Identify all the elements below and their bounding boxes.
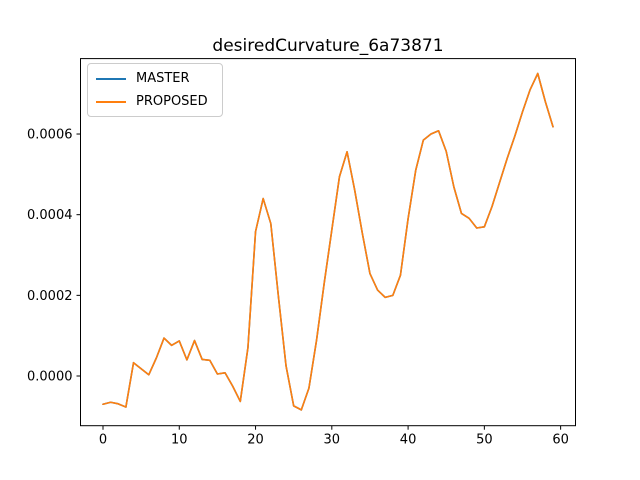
legend-label: PROPOSED — [136, 94, 208, 109]
x-tick-label: 10 — [171, 433, 188, 448]
x-tick-label: 40 — [400, 433, 417, 448]
legend-line-swatch-proposed — [96, 100, 126, 103]
chart-title: desiredCurvature_6a73871 — [212, 36, 443, 56]
series-line-proposed — [102, 72, 554, 411]
legend: MASTER PROPOSED — [87, 63, 223, 117]
x-tick-label: 0 — [99, 433, 107, 448]
legend-item-master: MASTER — [96, 70, 212, 87]
legend-line-swatch-master — [96, 77, 126, 80]
x-tick-label: 30 — [324, 433, 341, 448]
x-tick-label: 50 — [476, 433, 493, 448]
legend-item-proposed: PROPOSED — [96, 93, 212, 110]
plot-frame — [80, 58, 576, 427]
x-tick-label: 20 — [247, 433, 264, 448]
y-tick-label: 0.0000 — [27, 370, 73, 385]
legend-label: MASTER — [136, 71, 190, 86]
x-tick-label: 60 — [552, 433, 569, 448]
y-tick-label: 0.0004 — [27, 208, 73, 223]
y-tick-label: 0.0002 — [27, 289, 73, 304]
series-line-master — [102, 72, 554, 411]
y-tick-label: 0.0006 — [27, 128, 73, 143]
series-lines — [102, 72, 554, 411]
axes: 0 10 20 30 40 50 60 0.0000 0.0002 0.0004 0.0006 — [27, 58, 576, 448]
